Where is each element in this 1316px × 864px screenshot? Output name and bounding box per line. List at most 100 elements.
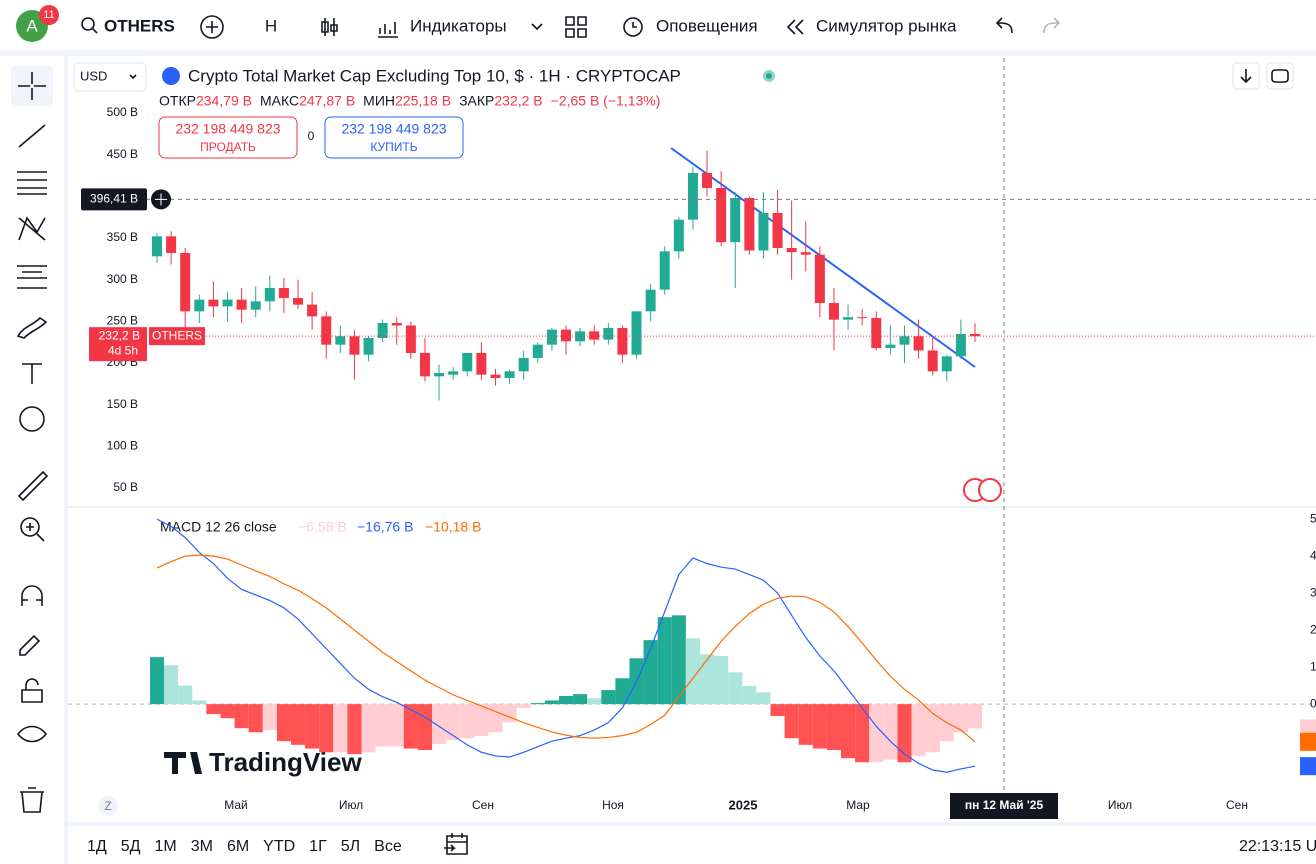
text-tool[interactable] bbox=[22, 363, 42, 384]
symbol-search[interactable]: OTHERS bbox=[104, 16, 175, 35]
layouts-button[interactable] bbox=[565, 16, 587, 38]
histogram-bar bbox=[911, 704, 926, 756]
replay-button[interactable]: Симулятор рынка bbox=[816, 16, 957, 35]
histogram-bar bbox=[432, 704, 447, 745]
zoom-tool[interactable] bbox=[20, 517, 40, 537]
x-tick-label: Мар bbox=[846, 798, 870, 812]
clock: 22:13:15 UTC bbox=[1239, 838, 1316, 855]
range-button[interactable]: 1Д bbox=[87, 838, 107, 855]
fib-tool[interactable] bbox=[17, 171, 47, 195]
indicators-button[interactable]: Индикаторы bbox=[410, 16, 507, 35]
macd-tick-label: 50 B bbox=[1310, 511, 1316, 525]
histogram-bar bbox=[234, 704, 249, 729]
histogram-bar bbox=[530, 703, 545, 705]
sell-button[interactable] bbox=[158, 116, 298, 159]
candle-body bbox=[152, 236, 162, 257]
histogram-bar bbox=[178, 685, 193, 705]
y-tick-label: 250 B bbox=[107, 314, 138, 328]
x-tick-label: Ноя bbox=[602, 798, 624, 812]
chart-type-button[interactable] bbox=[321, 18, 338, 36]
lock-drawings[interactable] bbox=[19, 634, 41, 656]
buy-button[interactable] bbox=[324, 116, 464, 159]
currency-select[interactable] bbox=[73, 62, 147, 92]
candle-body bbox=[208, 299, 219, 307]
crosshair-tool[interactable] bbox=[18, 72, 46, 100]
indicators-icon bbox=[378, 22, 398, 38]
fullscreen-button[interactable] bbox=[1266, 62, 1294, 90]
candle-body bbox=[518, 358, 529, 372]
market-status bbox=[766, 73, 772, 79]
histogram-bar bbox=[897, 704, 912, 763]
sell-price: 232 198 449 823 bbox=[175, 121, 280, 137]
range-button[interactable]: 1М bbox=[154, 838, 176, 855]
histogram-bar bbox=[319, 704, 334, 753]
scroll-icon bbox=[1240, 69, 1252, 84]
candle-body bbox=[448, 371, 459, 375]
candle-body bbox=[377, 323, 388, 338]
pattern-tool[interactable] bbox=[18, 216, 46, 241]
compare-button[interactable] bbox=[200, 15, 224, 39]
histogram-bar bbox=[502, 704, 517, 723]
histogram-bar bbox=[446, 704, 461, 741]
forecast-tool[interactable] bbox=[17, 265, 47, 289]
histogram-bar bbox=[953, 704, 968, 733]
sell-label: ПРОДАТЬ bbox=[200, 140, 256, 154]
ruler-tool[interactable] bbox=[17, 470, 49, 502]
crosshair-date-box bbox=[950, 793, 1058, 819]
histogram-bar bbox=[728, 672, 743, 705]
histogram-bar bbox=[417, 704, 433, 751]
zoom-reset[interactable] bbox=[98, 796, 118, 816]
histogram-bar bbox=[615, 678, 630, 705]
histogram-bar bbox=[587, 698, 602, 705]
range-button[interactable]: 5Д bbox=[121, 838, 141, 855]
y-tick-label: 50 B bbox=[113, 480, 138, 494]
histogram-bar bbox=[305, 704, 320, 749]
goto-date-button[interactable] bbox=[444, 833, 468, 855]
dropdown[interactable] bbox=[531, 23, 543, 31]
histogram-bar bbox=[784, 704, 799, 739]
zoom-reset-label: Z bbox=[104, 799, 111, 813]
range-button[interactable]: 3М bbox=[191, 838, 213, 855]
zoom-icon bbox=[26, 523, 45, 542]
delete-tool[interactable] bbox=[20, 787, 44, 813]
interval-button[interactable]: H bbox=[265, 16, 277, 35]
candle-body bbox=[321, 316, 332, 345]
histogram-bar bbox=[925, 704, 940, 753]
range-button[interactable]: YTD bbox=[263, 838, 295, 855]
search-icon bbox=[81, 17, 95, 31]
stat-label: ОТКР bbox=[159, 93, 196, 109]
trendline-tool[interactable] bbox=[18, 124, 46, 148]
histogram-bar bbox=[333, 704, 348, 753]
unlock-tool[interactable] bbox=[21, 678, 43, 703]
brush-tool[interactable] bbox=[16, 316, 48, 339]
badge-count: 11 bbox=[43, 9, 54, 21]
candle-body bbox=[264, 288, 275, 302]
histogram-bar bbox=[573, 694, 588, 705]
range-button[interactable]: 5Л bbox=[341, 838, 360, 855]
magnet-tool[interactable] bbox=[21, 585, 43, 606]
emoji-tool[interactable] bbox=[19, 406, 45, 432]
range-button[interactable]: Все bbox=[374, 838, 402, 855]
alerts-button[interactable]: Оповещения bbox=[656, 16, 758, 35]
histogram-bar bbox=[248, 704, 263, 733]
histogram-bar bbox=[967, 704, 983, 729]
range-buttons: 1Д 5Д 1М 3М 6М YTD 1Г 5Л Все bbox=[87, 838, 402, 855]
undo-button[interactable] bbox=[995, 17, 1013, 34]
x-tick-label: Май bbox=[224, 798, 248, 812]
candle-body bbox=[716, 188, 727, 243]
histogram-bar bbox=[699, 654, 715, 705]
range-button[interactable]: 6М bbox=[227, 838, 249, 855]
histogram-bar bbox=[375, 704, 390, 747]
tool-active bbox=[11, 66, 53, 106]
signal-value: −10,18 B bbox=[425, 519, 481, 535]
histogram-bar bbox=[516, 704, 531, 708]
histogram-bar bbox=[220, 704, 235, 719]
buy-price: 232 198 449 823 bbox=[341, 121, 446, 137]
badge bbox=[39, 5, 59, 25]
candle-body bbox=[673, 219, 684, 252]
hide-tool[interactable] bbox=[16, 725, 48, 743]
redo-button[interactable] bbox=[1043, 17, 1061, 34]
range-button[interactable]: 1Г bbox=[309, 838, 327, 855]
histogram-bar bbox=[544, 700, 559, 705]
